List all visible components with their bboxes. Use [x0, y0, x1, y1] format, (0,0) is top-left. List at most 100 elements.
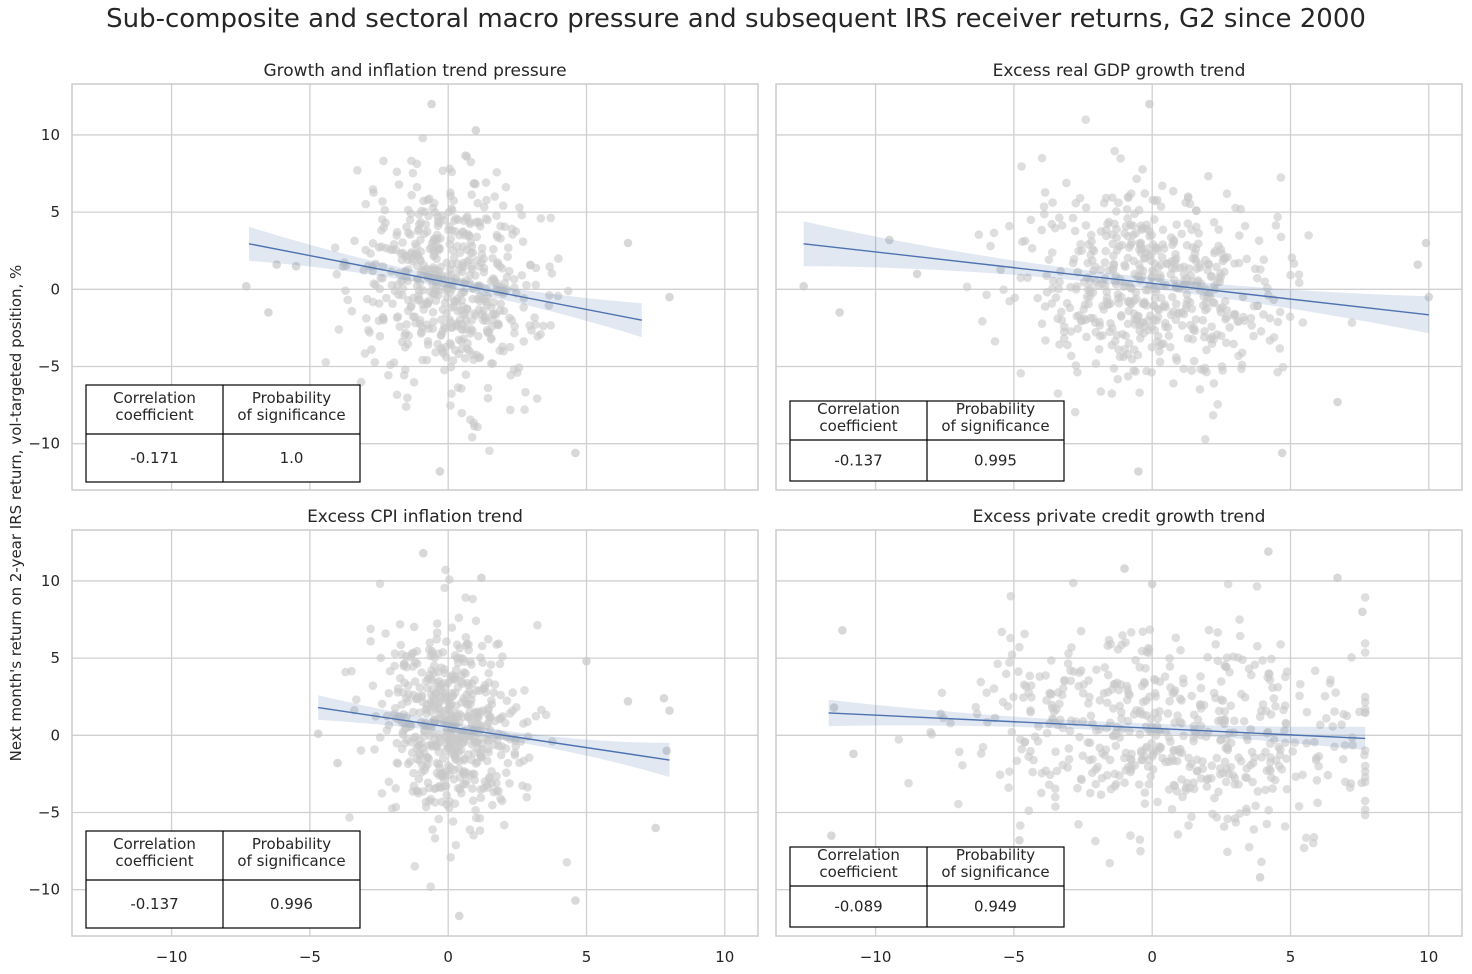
data-point	[990, 337, 1000, 346]
data-point	[1182, 778, 1192, 788]
data-point	[946, 718, 955, 728]
data-point	[407, 301, 416, 311]
data-point	[467, 190, 476, 200]
data-point	[1360, 708, 1370, 717]
data-point	[482, 195, 491, 205]
data-point	[442, 309, 451, 318]
data-point	[1078, 716, 1088, 726]
data-point	[1202, 782, 1212, 791]
data-point	[1173, 830, 1183, 839]
data-point	[1153, 797, 1162, 807]
data-point	[1340, 777, 1350, 787]
data-point	[1230, 309, 1239, 319]
data-point	[484, 668, 494, 678]
data-point	[1137, 244, 1147, 254]
data-point	[481, 178, 491, 187]
data-point	[1271, 220, 1281, 230]
data-point	[1115, 771, 1124, 780]
data-point	[409, 781, 419, 791]
data-point	[1158, 225, 1168, 235]
data-point	[1220, 297, 1230, 306]
data-point	[485, 446, 494, 456]
data-point	[423, 340, 433, 349]
data-point	[461, 593, 470, 602]
data-point	[1058, 760, 1068, 770]
data-point	[1048, 198, 1057, 207]
data-point	[1172, 787, 1182, 796]
data-point	[1187, 304, 1197, 313]
data-point	[1085, 738, 1095, 748]
data-point	[1102, 287, 1112, 296]
data-point	[1113, 289, 1123, 299]
data-point	[390, 649, 400, 658]
probability-value: 0.996	[270, 895, 313, 913]
data-point	[1054, 284, 1063, 294]
data-point	[1104, 635, 1114, 645]
data-point	[448, 356, 458, 365]
data-point	[1247, 747, 1257, 757]
x-tick-label: 10	[715, 948, 734, 966]
data-point	[1120, 564, 1129, 573]
data-point	[451, 840, 461, 850]
data-point	[1190, 326, 1200, 336]
data-point	[1330, 707, 1339, 716]
data-point	[438, 346, 447, 356]
data-point	[958, 760, 967, 770]
data-point	[1105, 755, 1115, 765]
data-point	[483, 383, 493, 393]
data-point	[1209, 688, 1219, 698]
data-point	[571, 448, 580, 458]
data-point	[424, 194, 434, 203]
data-point	[343, 295, 353, 305]
data-point	[509, 275, 519, 284]
data-point	[1234, 351, 1243, 361]
data-point	[1020, 629, 1029, 639]
data-point	[468, 796, 478, 806]
data-point	[1014, 667, 1023, 676]
data-point	[571, 896, 580, 905]
data-point	[1091, 836, 1100, 846]
data-point	[993, 659, 1002, 669]
data-point	[827, 831, 836, 840]
data-point	[1125, 296, 1134, 306]
data-point	[384, 777, 394, 787]
data-point	[1176, 645, 1185, 655]
data-point	[665, 706, 674, 715]
data-point	[376, 653, 386, 663]
data-point	[1314, 761, 1323, 771]
data-point	[395, 322, 404, 331]
data-point	[1113, 374, 1123, 384]
data-point	[1144, 645, 1154, 655]
data-point	[517, 270, 527, 280]
data-point	[1057, 221, 1067, 230]
data-point	[1220, 253, 1230, 263]
data-point	[1098, 331, 1107, 340]
data-point	[1263, 283, 1272, 293]
data-point	[1211, 640, 1220, 649]
data-point	[1037, 153, 1047, 163]
data-point	[505, 405, 515, 415]
data-point	[392, 167, 402, 177]
data-point	[520, 686, 529, 695]
data-point	[1145, 625, 1155, 634]
data-point	[1093, 762, 1103, 772]
data-point	[1132, 294, 1141, 303]
data-point	[1055, 213, 1064, 223]
data-point	[1039, 209, 1049, 219]
data-point	[1166, 342, 1175, 352]
data-point	[1134, 271, 1144, 281]
scatter-points	[827, 547, 1370, 921]
x-tick-label: −10	[156, 948, 188, 966]
data-point	[1116, 154, 1125, 163]
data-point	[334, 325, 344, 334]
data-point	[1138, 223, 1147, 233]
data-point	[429, 317, 438, 326]
data-point	[1041, 336, 1050, 345]
data-point	[1228, 771, 1238, 780]
data-point	[505, 342, 515, 352]
data-point	[1151, 692, 1161, 701]
data-point	[410, 677, 420, 686]
data-point	[392, 227, 402, 237]
data-point	[435, 467, 445, 476]
data-point	[1242, 254, 1252, 264]
